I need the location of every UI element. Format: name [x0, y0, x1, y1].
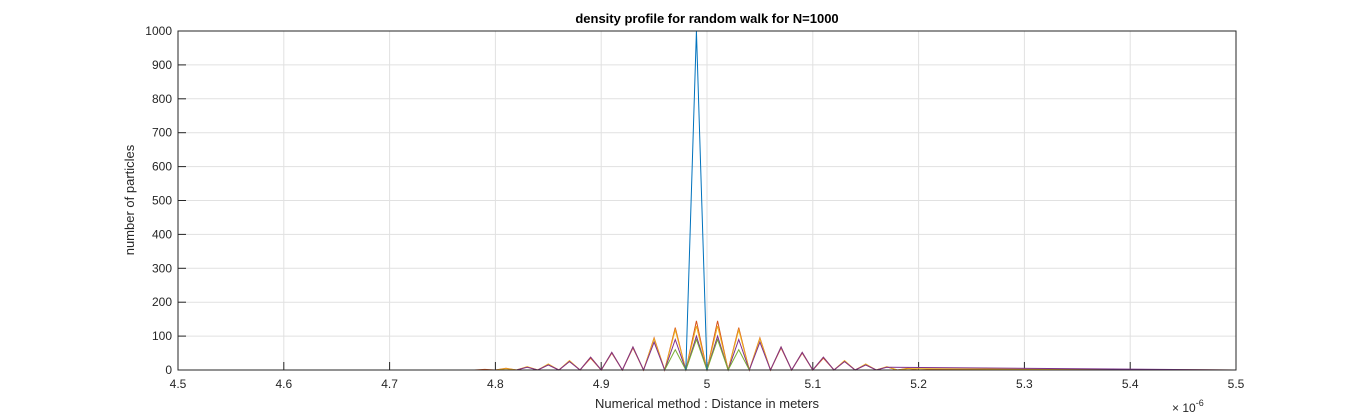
y-tick-label: 600 — [152, 160, 172, 174]
y-tick-label: 0 — [165, 363, 172, 377]
x-axis-label: Numerical method : Distance in meters — [595, 396, 819, 411]
y-tick-labels: 0 100 200 300 400 500 600 700 800 900 1000 — [145, 24, 172, 377]
x-exponent-label: × 10-6 — [1172, 398, 1204, 415]
y-tick-label: 1000 — [145, 24, 172, 38]
x-tick-label: 4.5 — [170, 377, 187, 391]
x-tick-label: 4.6 — [275, 377, 292, 391]
chart-title: density profile for random walk for N=10… — [575, 11, 838, 26]
y-tick-label: 500 — [152, 194, 172, 208]
x-tick-label: 5.2 — [910, 377, 927, 391]
y-tick-label: 300 — [152, 261, 172, 275]
x-tick-label: 5 — [704, 377, 711, 391]
y-axis-label: number of particles — [122, 144, 137, 255]
y-tick-label: 800 — [152, 92, 172, 106]
x-tick-label: 4.8 — [487, 377, 504, 391]
x-tick-label: 5.3 — [1016, 377, 1033, 391]
x-tick-label: 4.7 — [381, 377, 398, 391]
density-series-line-3 — [178, 334, 1237, 372]
y-tick-label: 400 — [152, 227, 172, 241]
y-tick-label: 700 — [152, 126, 172, 140]
x-tick-label: 5.1 — [804, 377, 821, 391]
y-tick-label: 200 — [152, 295, 172, 309]
x-exponent-power: -6 — [1196, 398, 1204, 408]
x-exponent-base: × 10 — [1172, 401, 1196, 415]
y-tick-label: 900 — [152, 58, 172, 72]
axes-frame — [177, 30, 1237, 371]
x-tick-labels: 4.5 4.6 4.7 4.8 4.9 5 5.1 5.2 5.3 5.4 5.5 — [170, 377, 1245, 391]
x-tick-label: 5.4 — [1122, 377, 1139, 391]
x-tick-label: 5.5 — [1228, 377, 1245, 391]
y-tick-label: 100 — [152, 329, 172, 343]
x-tick-label: 4.9 — [593, 377, 610, 391]
